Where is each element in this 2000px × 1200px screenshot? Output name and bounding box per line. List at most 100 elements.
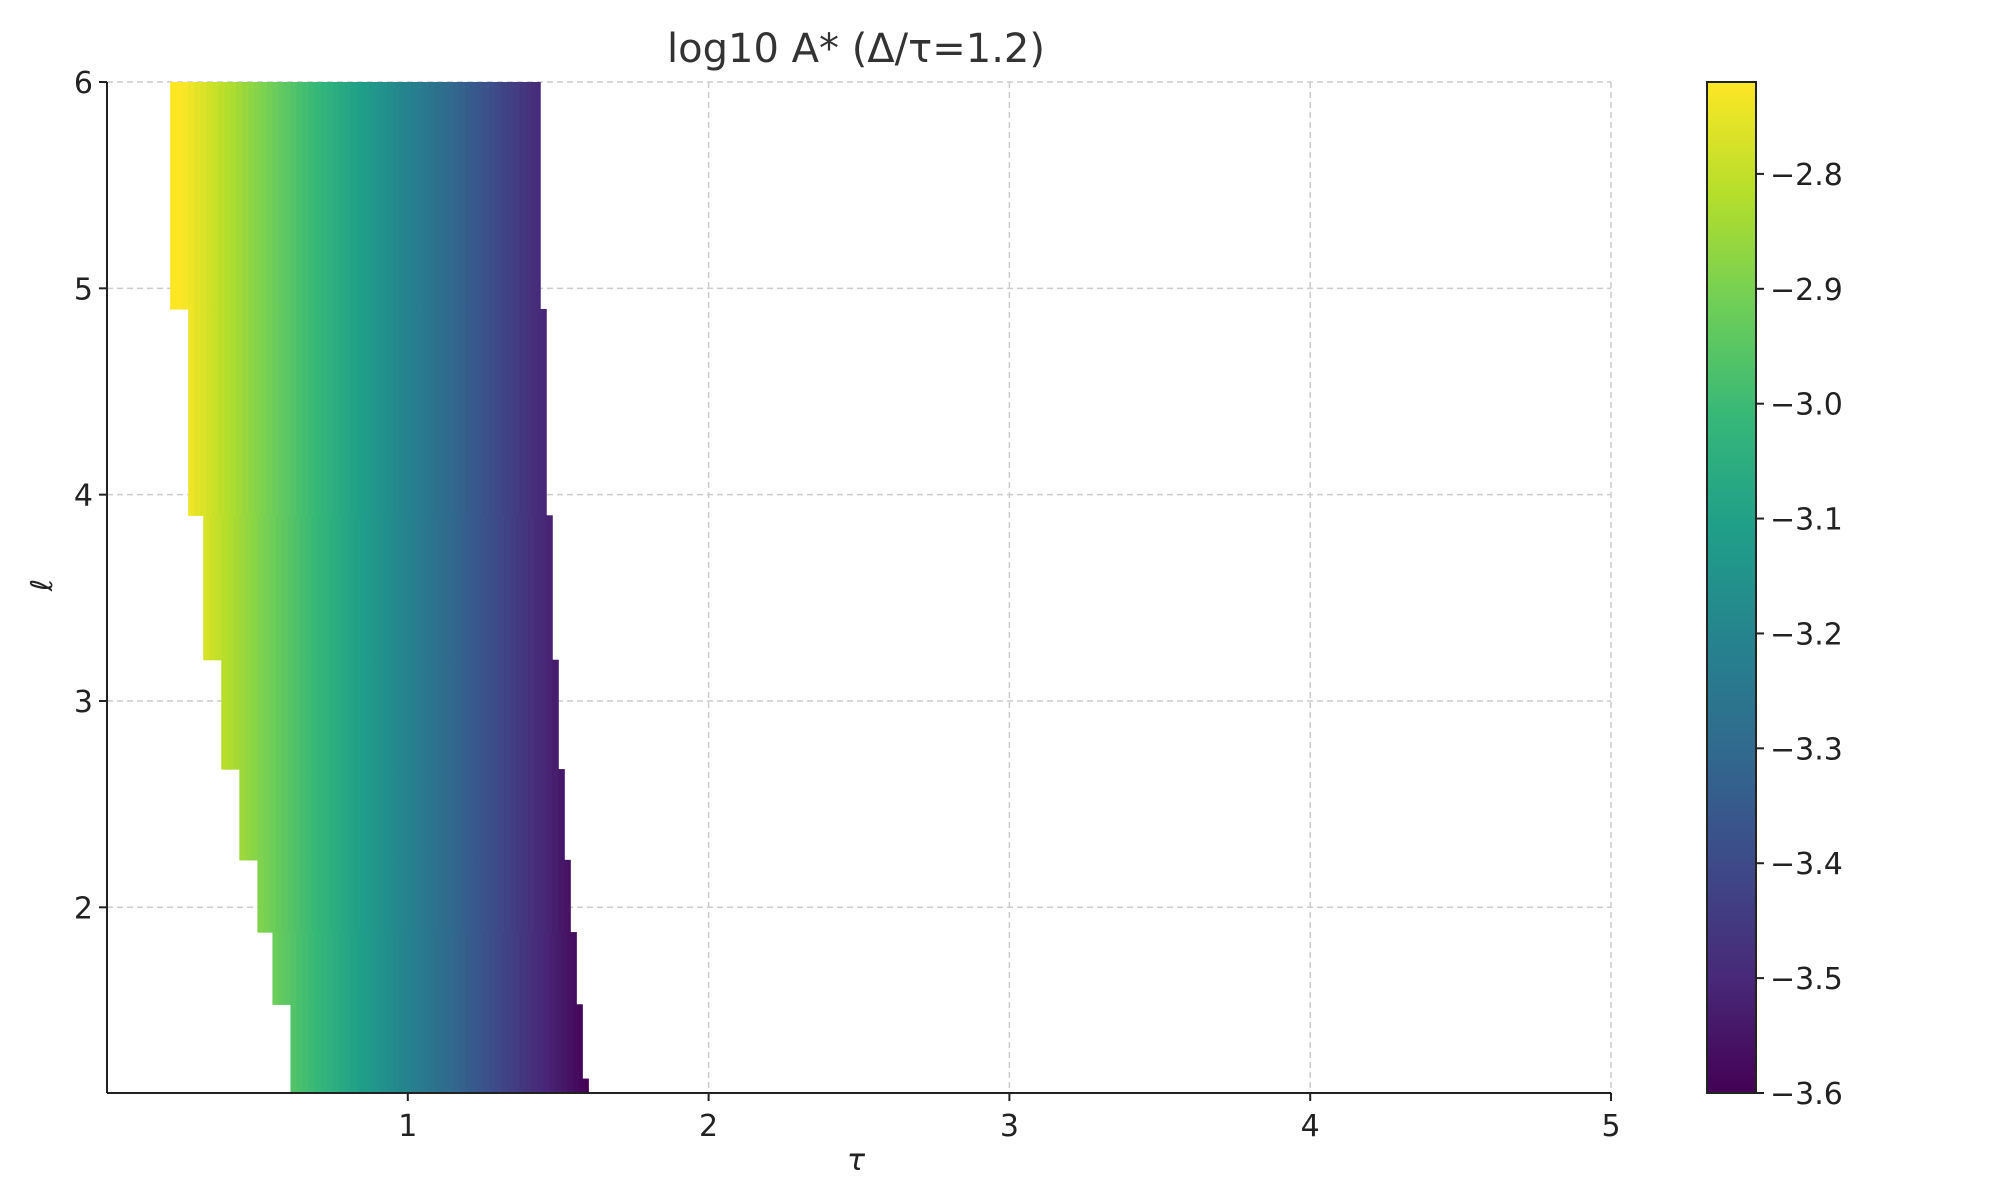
- heatmap-cell-6-27: [365, 515, 373, 661]
- heatmap-cell-3-22: [389, 859, 397, 933]
- heatmap-cell-0-33: [489, 1078, 496, 1094]
- heatmap-cell-6-5: [233, 515, 240, 661]
- heatmap-cell-1-30: [470, 1004, 478, 1080]
- heatmap-cell-1-12: [362, 1004, 370, 1080]
- heatmap-cell-7-6: [224, 308, 231, 516]
- heatmap-cell-6-19: [317, 515, 325, 661]
- heatmap-cell-1-17: [392, 1004, 400, 1080]
- heatmap-cell-2-10: [332, 932, 340, 1005]
- heatmap-cell-5-24: [365, 659, 373, 770]
- heatmap-cell-8-10: [230, 82, 237, 310]
- heatmap-cell-8-41: [416, 82, 424, 310]
- heatmap-cell-1-33: [489, 1004, 496, 1080]
- heatmap-cell-6-46: [479, 515, 487, 661]
- heatmap-cell-3-29: [431, 859, 439, 933]
- heatmap-cell-0-49: [585, 1078, 589, 1094]
- heatmap-cell-7-5: [218, 308, 225, 516]
- heatmap-cell-7-33: [386, 308, 394, 516]
- heatmap-cell-6-35: [413, 515, 421, 661]
- heatmap-cell-2-23: [410, 932, 418, 1005]
- heatmap-cell-5-48: [510, 659, 517, 770]
- heatmap-cell-3-46: [534, 859, 541, 933]
- heatmap-cell-5-26: [377, 659, 385, 770]
- heatmap-cell-5-6: [257, 659, 265, 770]
- heatmap-cell-6-26: [359, 515, 367, 661]
- heatmap-cell-0-17: [392, 1078, 400, 1094]
- heatmap-cell-8-16: [266, 82, 274, 310]
- heatmap-cell-0-29: [464, 1078, 472, 1094]
- heatmap-cell-3-42: [510, 859, 517, 933]
- heatmap-cell-5-38: [449, 659, 457, 770]
- heatmap-cell-7-57: [531, 308, 538, 516]
- heatmap-cell-2-6: [308, 932, 316, 1005]
- heatmap-cell-4-28: [407, 769, 415, 861]
- heatmap-cell-1-47: [573, 1004, 580, 1080]
- heatmap-cell-4-3: [257, 769, 265, 861]
- heatmap-cell-6-14: [287, 515, 295, 661]
- y-tick-label-3: 5: [74, 272, 93, 307]
- heatmap-cell-4-34: [443, 769, 451, 861]
- heatmap-cell-6-52: [516, 515, 523, 661]
- heatmap-cell-6-40: [443, 515, 451, 661]
- heatmap-cell-1-19: [404, 1004, 412, 1080]
- heatmap-cell-5-11: [287, 659, 295, 770]
- heatmap-cell-2-40: [513, 932, 520, 1005]
- heatmap-cell-1-15: [380, 1004, 388, 1080]
- heatmap-cell-5-31: [407, 659, 415, 770]
- heatmap-cell-6-56: [540, 515, 547, 661]
- heatmap-cell-3-50: [558, 859, 565, 933]
- x-tick-label-0: 1: [398, 1109, 417, 1144]
- heatmap-cell-8-22: [302, 82, 310, 310]
- heatmap-cell-3-11: [323, 859, 331, 933]
- heatmap-cell-2-20: [392, 932, 400, 1005]
- heatmap-cell-2-44: [537, 932, 544, 1005]
- heatmap-cell-1-2: [302, 1004, 310, 1080]
- heatmap-cell-7-38: [416, 308, 424, 516]
- heatmap-cell-0-48: [579, 1078, 586, 1094]
- heatmap-cell-3-36: [473, 859, 481, 933]
- heatmap-cell-7-14: [272, 308, 280, 516]
- heatmap-cell-8-15: [260, 82, 268, 310]
- heatmap-cell-3-49: [552, 859, 559, 933]
- heatmap-cell-7-31: [374, 308, 382, 516]
- heatmap-cell-6-12: [275, 515, 283, 661]
- heatmap-cell-5-2: [233, 659, 240, 770]
- heatmap-cell-0-21: [416, 1078, 424, 1094]
- colorbar-tick-label-1: −2.9: [1770, 273, 1843, 308]
- heatmap-cell-7-15: [278, 308, 286, 516]
- heatmap-cell-3-28: [425, 859, 433, 933]
- heatmap-cell-0-7: [332, 1078, 340, 1094]
- heatmap-cell-0-31: [476, 1078, 484, 1094]
- heatmap-cell-5-23: [359, 659, 367, 770]
- heatmap-cell-3-25: [407, 859, 415, 933]
- heatmap-cell-5-25: [371, 659, 379, 770]
- heatmap-cell-3-15: [347, 859, 355, 933]
- heatmap-cell-7-8: [236, 308, 243, 516]
- heatmap-cell-2-7: [314, 932, 322, 1005]
- heatmap-cell-1-28: [458, 1004, 466, 1080]
- heatmap-cell-3-13: [335, 859, 343, 933]
- heatmap-cell-5-54: [546, 659, 553, 770]
- heatmap-cell-6-47: [486, 515, 493, 661]
- heatmap-cell-8-54: [495, 82, 502, 310]
- heatmap-cell-8-6: [206, 82, 213, 310]
- heatmap-cell-4-42: [492, 769, 499, 861]
- heatmap-cell-4-43: [498, 769, 505, 861]
- heatmap-cell-8-32: [362, 82, 370, 310]
- heatmap-cell-0-6: [326, 1078, 334, 1094]
- heatmap-cell-8-24: [314, 82, 322, 310]
- heatmap-cell-8-50: [470, 82, 478, 310]
- heatmap-cell-6-1: [209, 515, 216, 661]
- heatmap-cell-4-16: [335, 769, 343, 861]
- heatmap-cell-0-26: [446, 1078, 454, 1094]
- heatmap-cell-0-19: [404, 1078, 412, 1094]
- heatmap-cell-0-36: [507, 1078, 514, 1094]
- heatmap-cell-5-19: [335, 659, 343, 770]
- heatmap-cell-8-27: [332, 82, 340, 310]
- heatmap-cell-2-37: [495, 932, 502, 1005]
- heatmap-cell-0-15: [380, 1078, 388, 1094]
- heatmap-cell-5-15: [311, 659, 319, 770]
- heatmap-cell-8-21: [296, 82, 304, 310]
- heatmap-cell-4-26: [395, 769, 403, 861]
- heatmap-cell-5-47: [504, 659, 511, 770]
